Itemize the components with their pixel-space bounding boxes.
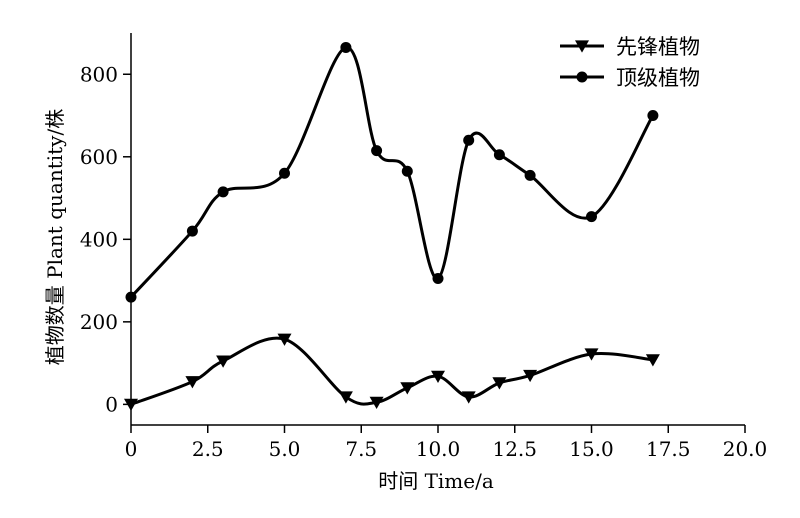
x-axis-title: 时间 Time/a [378, 469, 494, 493]
data-point [217, 186, 229, 198]
y-axis-title: 植物数量 Plant quantity/株 [43, 109, 67, 365]
y-tick-label: 200 [80, 310, 118, 334]
x-tick-label: 20.0 [723, 437, 768, 461]
data-point [279, 167, 290, 179]
data-point [186, 225, 198, 237]
data-point [185, 376, 200, 389]
x-tick-label: 2.5 [192, 437, 224, 461]
y-tick-label: 800 [80, 62, 118, 86]
x-tick-label: 15.0 [569, 437, 614, 461]
x-tick-label: 10.0 [416, 437, 461, 461]
plot-area [124, 41, 660, 412]
legend-label: 顶级植物 [616, 66, 700, 90]
x-tick-label: 17.5 [646, 437, 691, 461]
data-point [493, 149, 505, 161]
y-tick-label: 0 [105, 392, 118, 416]
legend-marker [576, 71, 588, 83]
series-line [129, 45, 655, 299]
x-tick-label: 12.5 [492, 437, 537, 461]
data-point [647, 110, 659, 122]
data-point [400, 382, 415, 395]
legend-label: 先锋植物 [616, 35, 700, 59]
axes: 0 2.5 5.0 7.5 10.0 12.5 15.0 17.5 20.0 0 200 400 600… [80, 33, 767, 461]
data-point [371, 145, 383, 157]
series-1 [124, 333, 660, 412]
data-point [584, 348, 599, 361]
data-point [216, 355, 231, 368]
data-point [125, 291, 137, 303]
legend-entry-2: 顶级植物 [560, 66, 700, 90]
y-tick-label: 600 [80, 145, 118, 169]
data-point [463, 134, 475, 146]
x-tick-label: 7.5 [345, 437, 377, 461]
x-tick-label: 0 [125, 437, 138, 461]
data-point [586, 211, 597, 223]
data-point [369, 396, 384, 409]
data-point [645, 354, 660, 367]
x-tick-label: 5.0 [269, 437, 301, 461]
data-point [340, 41, 352, 53]
data-point [277, 333, 292, 346]
data-point [124, 398, 138, 412]
data-point [338, 391, 353, 404]
data-point [431, 370, 445, 383]
legend-marker [575, 40, 589, 53]
data-point [524, 169, 536, 181]
data-point [432, 273, 444, 285]
data-point [492, 377, 507, 390]
legend-entry-1: 先锋植物 [560, 35, 700, 59]
series-2 [125, 41, 659, 303]
data-point [523, 369, 538, 383]
data-point [461, 391, 476, 404]
data-point [401, 165, 413, 177]
y-tick-label: 400 [80, 227, 118, 251]
series-line [130, 336, 654, 406]
